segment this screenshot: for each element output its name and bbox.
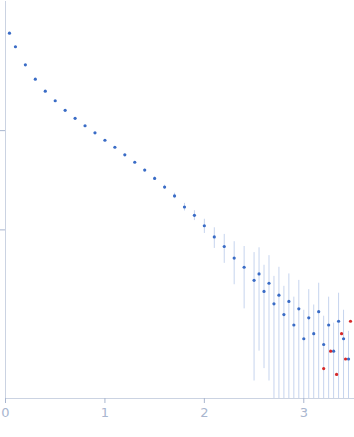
svg-text:1: 1: [101, 405, 109, 420]
svg-text:0: 0: [1, 405, 9, 420]
svg-text:2: 2: [200, 405, 208, 420]
svg-text:3: 3: [300, 405, 308, 420]
